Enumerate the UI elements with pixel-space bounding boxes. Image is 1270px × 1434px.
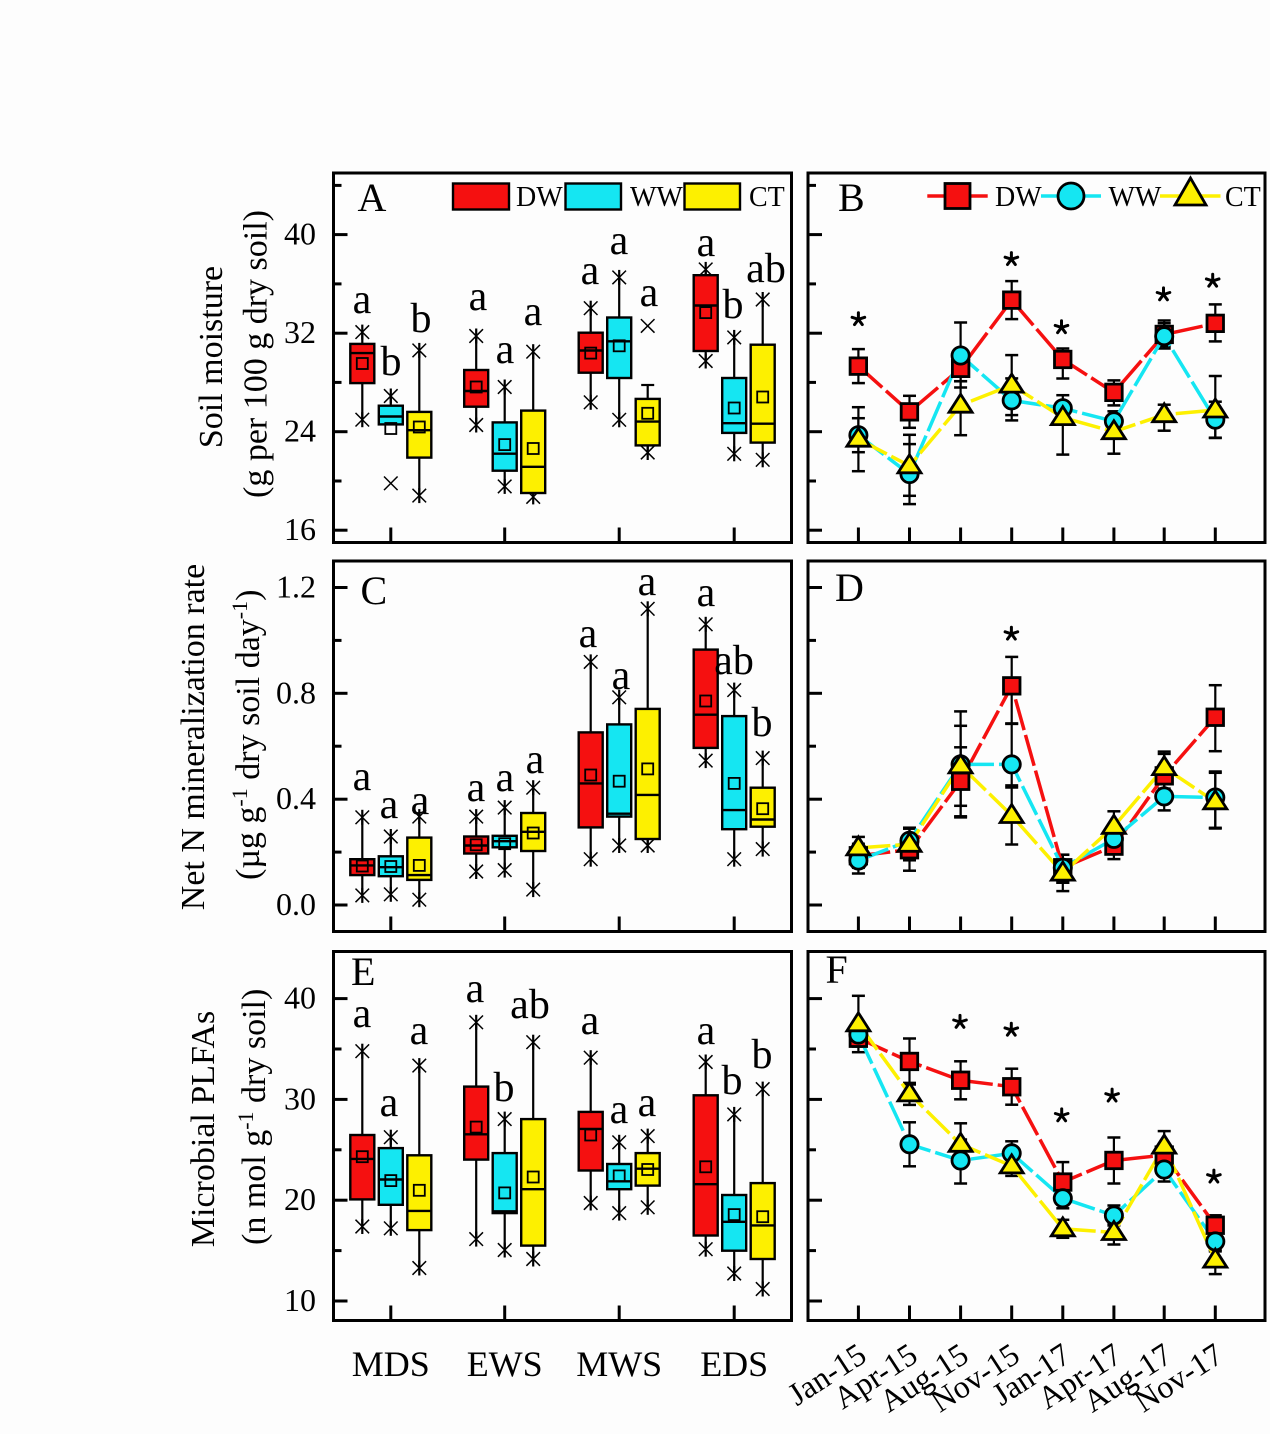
svg-text:30: 30	[284, 1080, 316, 1116]
svg-text:a: a	[496, 327, 515, 373]
svg-text:a: a	[353, 277, 372, 323]
svg-text:0.8: 0.8	[276, 674, 316, 710]
svg-text:a: a	[380, 782, 399, 828]
svg-text:CT: CT	[749, 182, 785, 213]
svg-text:A: A	[358, 175, 387, 220]
svg-text:b: b	[411, 296, 432, 342]
svg-text:b: b	[752, 1032, 773, 1078]
svg-text:ab: ab	[510, 982, 550, 1028]
svg-text:a: a	[638, 1080, 657, 1126]
svg-text:a: a	[469, 274, 488, 320]
svg-text:D: D	[835, 565, 864, 610]
svg-text:EWS: EWS	[467, 1344, 543, 1384]
svg-text:B: B	[838, 175, 865, 220]
svg-text:b: b	[381, 339, 402, 385]
svg-text:ab: ab	[746, 246, 786, 292]
svg-text:40: 40	[284, 980, 316, 1016]
svg-text:MWS: MWS	[576, 1344, 662, 1384]
svg-text:0.0: 0.0	[276, 886, 316, 922]
svg-text:40: 40	[284, 216, 316, 252]
svg-text:24: 24	[284, 413, 316, 449]
svg-text:a: a	[610, 1087, 629, 1133]
svg-text:16: 16	[284, 511, 316, 547]
svg-text:a: a	[640, 270, 659, 316]
svg-text:Soil moisture: Soil moisture	[193, 266, 230, 448]
svg-text:EDS: EDS	[700, 1344, 768, 1384]
svg-text:0.4: 0.4	[276, 780, 316, 816]
svg-text:DW: DW	[995, 182, 1042, 213]
svg-text:(µg g-1 dry soil day-1): (µg g-1 dry soil day-1)	[227, 590, 267, 880]
svg-text:b: b	[752, 700, 773, 746]
svg-text:32: 32	[284, 314, 316, 350]
svg-text:a: a	[579, 611, 598, 657]
svg-text:WW: WW	[1109, 182, 1162, 213]
svg-text:a: a	[353, 754, 372, 800]
svg-text:a: a	[526, 737, 545, 783]
svg-text:a: a	[697, 220, 716, 266]
svg-text:F: F	[826, 947, 848, 992]
svg-text:b: b	[723, 282, 744, 328]
svg-text:b: b	[722, 1058, 743, 1104]
svg-text:1.2: 1.2	[276, 569, 316, 605]
svg-text:a: a	[410, 1008, 429, 1054]
svg-text:WW: WW	[630, 182, 683, 213]
svg-text:a: a	[697, 570, 716, 616]
svg-text:20: 20	[284, 1181, 316, 1217]
svg-text:ab: ab	[714, 638, 754, 684]
svg-text:a: a	[411, 778, 430, 824]
svg-text:a: a	[466, 966, 485, 1012]
svg-text:C: C	[361, 568, 388, 613]
svg-text:a: a	[353, 991, 372, 1037]
svg-text:a: a	[638, 559, 657, 605]
svg-text:Net N mineralization rate: Net N mineralization rate	[175, 564, 212, 910]
svg-text:CT: CT	[1225, 182, 1261, 213]
svg-text:a: a	[380, 1080, 399, 1126]
svg-text:a: a	[612, 653, 631, 699]
svg-text:10: 10	[284, 1282, 316, 1318]
svg-text:a: a	[524, 289, 543, 335]
svg-text:a: a	[581, 248, 600, 294]
svg-text:a: a	[610, 218, 629, 264]
svg-text:(g per 100 g dry soil): (g per 100 g dry soil)	[238, 210, 275, 498]
svg-text:MDS: MDS	[352, 1344, 430, 1384]
svg-text:a: a	[581, 998, 600, 1044]
svg-text:a: a	[496, 755, 515, 801]
svg-text:a: a	[467, 765, 486, 811]
svg-text:Microbial PLFAs: Microbial PLFAs	[185, 1011, 222, 1247]
svg-text:b: b	[494, 1065, 515, 1111]
svg-text:DW: DW	[516, 182, 563, 213]
svg-text:a: a	[697, 1008, 716, 1054]
svg-text:E: E	[351, 949, 375, 994]
